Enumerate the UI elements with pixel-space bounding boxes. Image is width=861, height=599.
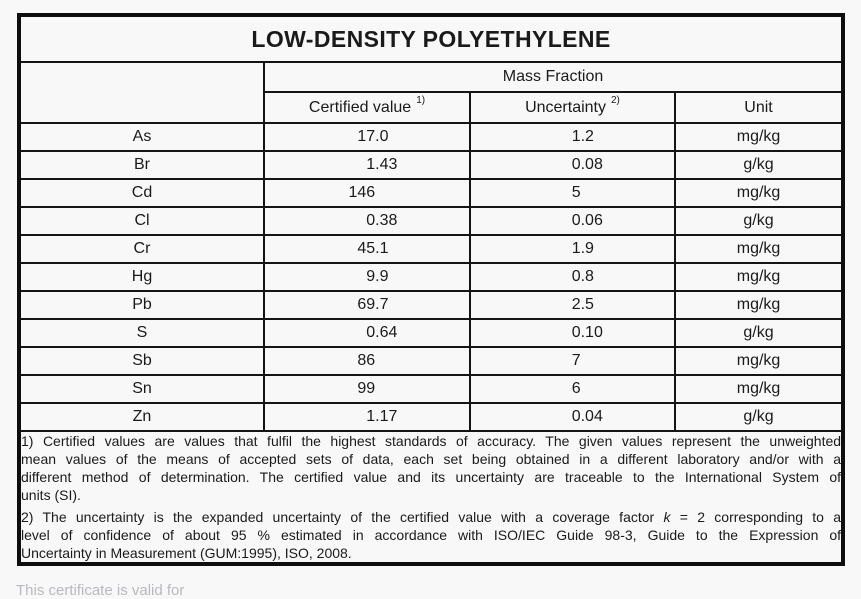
certified-value-cell: 17.0 <box>263 122 471 152</box>
footnote-2: 2) The uncertainty is the expanded uncer… <box>21 508 841 562</box>
uncertainty-cell: 5 <box>469 178 676 208</box>
uncertainty-cell: 1.9 <box>469 234 676 264</box>
element-symbol: Zn <box>18 402 265 432</box>
element-symbol: Pb <box>18 290 265 320</box>
uncertainty-cell: 1.2 <box>469 122 676 152</box>
group-header-row: Mass Fraction <box>18 61 845 124</box>
footnote-2-line: Uncertainty in Measurement (GUM:1995), I… <box>21 545 352 561</box>
table-row: Hg 9.9 0.8 mg/kg <box>18 262 845 292</box>
unit-cell: g/kg <box>673 150 845 180</box>
uncertainty-cell: 6 <box>469 374 676 404</box>
uncertainty-header: Uncertainty 2) <box>469 91 676 124</box>
table-row: Cl 0.38 0.06 g/kg <box>18 206 845 236</box>
unit-header: Unit <box>673 91 845 124</box>
element-symbol: Sn <box>18 374 265 404</box>
certified-value-cell: 99 <box>263 374 471 404</box>
data-rows: As 17.0 1.2 mg/kg Br 1.43 0.08 g/kg Cd 146 5 mg/kg C… <box>18 122 845 432</box>
element-symbol: Cl <box>18 206 265 236</box>
uncertainty-cell: 0.10 <box>469 318 676 348</box>
footnote-2-line: 2) The uncertainty is the expanded uncer… <box>21 508 841 526</box>
table-row: As 17.0 1.2 mg/kg <box>18 122 845 152</box>
unit-cell: mg/kg <box>673 122 845 152</box>
table-row: S 0.64 0.10 g/kg <box>18 318 845 348</box>
footnotes-section: 1) Certified values are values that fulf… <box>17 430 845 565</box>
table-row: Zn 1.17 0.04 g/kg <box>18 402 845 432</box>
unit-cell: g/kg <box>673 402 845 432</box>
mass-fraction-header: Mass Fraction <box>262 61 845 93</box>
table-row: Sn 99 6 mg/kg <box>18 374 845 404</box>
footnote-1-reference: 1) <box>416 95 426 107</box>
uncertainty-cell: 7 <box>469 346 676 376</box>
unit-cell: mg/kg <box>673 234 845 264</box>
uncertainty-cell: 0.04 <box>469 402 676 432</box>
certified-value-label: Certified value <box>308 98 412 116</box>
title-row: LOW-DENSITY POLYETHYLENE <box>17 14 845 63</box>
uncertainty-cell: 0.08 <box>469 150 676 180</box>
unit-cell: mg/kg <box>673 346 845 376</box>
unit-cell: mg/kg <box>673 374 845 404</box>
certified-value-cell: 86 <box>263 346 471 376</box>
footnote-2-text: 2) The uncertainty is the expanded uncer… <box>21 509 664 525</box>
footnote-1-line: mean values of the means of accepted set… <box>21 451 842 467</box>
table-row: Br 1.43 0.08 g/kg <box>18 150 845 180</box>
uncertainty-cell: 0.8 <box>469 262 676 292</box>
unit-cell: mg/kg <box>673 262 845 292</box>
certified-value-header: Certified value 1) <box>263 91 471 124</box>
element-symbol: Br <box>18 150 265 180</box>
table-row: Cd 146 5 mg/kg <box>18 178 845 208</box>
footnote-2-line: level of confidence of about 95 % estima… <box>21 527 842 543</box>
footnote-1-line: units (SI). <box>21 487 81 503</box>
uncertainty-cell: 2.5 <box>469 290 676 320</box>
footnote-1-line: 1) Certified values are values that fulf… <box>21 433 842 449</box>
table-row: Pb 69.7 2.5 mg/kg <box>18 290 845 320</box>
unit-cell: g/kg <box>673 206 845 236</box>
footnote-2-reference: 2) <box>611 95 620 107</box>
element-column-blank-header <box>18 61 265 124</box>
certified-value-cell: 69.7 <box>263 290 471 320</box>
element-symbol: Hg <box>18 262 265 292</box>
footnote-2-text: = 2 corresponding to a <box>670 509 842 525</box>
footnotes-row: 1) Certified values are values that fulf… <box>17 430 845 565</box>
element-symbol: As <box>18 122 265 152</box>
certified-value-cell: 1.17 <box>263 402 471 432</box>
coverage-factor-k: k <box>663 509 671 525</box>
uncertainty-label: Uncertainty <box>525 98 606 116</box>
clipped-footer-text: This certificate is valid for <box>16 582 185 599</box>
element-symbol: S <box>18 318 265 348</box>
column-header-row: Certified value 1) Uncertainty 2) Unit <box>19 91 845 124</box>
certificate-table: LOW-DENSITY POLYETHYLENE Mass Fraction C… <box>17 13 846 566</box>
element-symbol: Cd <box>18 178 265 208</box>
certified-value-cell: 45.1 <box>263 234 471 264</box>
element-symbol: Sb <box>18 346 265 376</box>
unit-cell: mg/kg <box>673 290 845 320</box>
footnote-1-line: different method of determination. The c… <box>21 469 842 485</box>
page-title: LOW-DENSITY POLYETHYLENE <box>17 14 845 63</box>
certified-value-cell: 0.64 <box>263 318 471 348</box>
certified-value-cell: 1.43 <box>263 150 471 180</box>
footnote-1: 1) Certified values are values that fulf… <box>21 432 841 504</box>
table-row: Cr 45.1 1.9 mg/kg <box>18 234 845 264</box>
unit-cell: mg/kg <box>673 178 845 208</box>
table-row: Sb 86 7 mg/kg <box>18 346 845 376</box>
certified-value-cell: 146 <box>263 178 471 208</box>
uncertainty-cell: 0.06 <box>469 206 676 236</box>
certified-value-cell: 9.9 <box>263 262 471 292</box>
footnotes-cell: 1) Certified values are values that fulf… <box>17 430 845 565</box>
unit-cell: g/kg <box>673 318 845 348</box>
certified-value-cell: 0.38 <box>263 206 471 236</box>
element-symbol: Cr <box>18 234 265 264</box>
